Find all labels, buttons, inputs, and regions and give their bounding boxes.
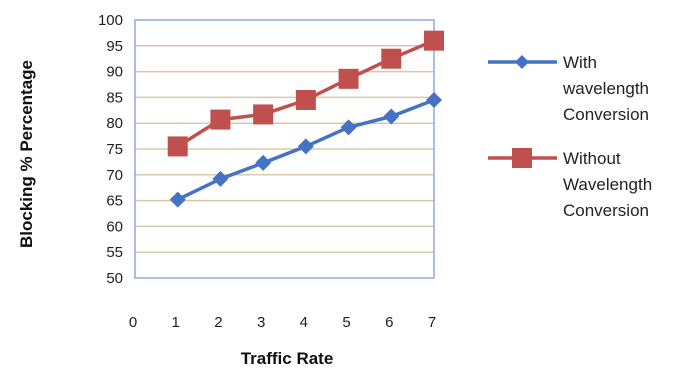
x-tick-label: 3 [257,314,265,331]
y-tick-label: 70 [106,167,123,184]
legend-marker [512,148,532,168]
y-tick-label: 65 [106,193,123,210]
data-point [295,89,316,110]
series-2 [167,30,444,157]
data-point [426,91,442,108]
x-tick-label: 4 [300,314,308,331]
y-tick-label: 90 [106,64,123,81]
y-tick-label: 80 [106,115,123,132]
legend-label: Conversion [563,201,649,220]
y-tick-label: 60 [106,218,123,235]
plot-area-border [134,19,435,279]
data-point [253,104,274,125]
legend-marker [515,55,529,69]
x-tick-label: 6 [385,314,393,331]
x-axis-title: Traffic Rate [241,349,334,368]
legend-label: Without [563,149,621,168]
legend-label: wavelength [562,79,649,98]
legend-label: Conversion [563,105,649,124]
data-point [381,48,402,69]
x-axis-tick-labels: 0 1 2 3 4 5 6 7 [129,314,436,331]
y-tick-label: 50 [106,270,123,287]
x-tick-label: 0 [129,314,137,331]
data-series [167,30,444,208]
legend-entry-1: With wavelength Conversion [488,53,649,124]
data-point [383,108,400,125]
y-axis-tick-labels: 50 55 60 65 70 75 80 85 90 95 100 [98,12,123,287]
y-tick-label: 75 [106,141,123,158]
x-tick-label: 2 [214,314,222,331]
y-axis-title: Blocking % Percentage [17,60,36,248]
data-point [167,136,188,157]
legend-label: With [563,53,597,72]
data-point [212,170,229,187]
data-point [338,68,359,89]
x-tick-label: 5 [342,314,350,331]
data-point [297,138,314,155]
data-point [169,191,186,208]
data-point [210,109,231,130]
legend-entry-2: Without Wavelength Conversion [488,148,652,220]
x-tick-label: 7 [428,314,436,331]
x-tick-label: 1 [172,314,180,331]
data-point [424,30,444,51]
legend-label: Wavelength [563,175,652,194]
y-tick-label: 55 [106,244,123,261]
data-point [340,119,357,136]
legend: With wavelength Conversion Without Wavelengt… [488,53,652,220]
series-1 [169,91,442,208]
y-tick-label: 85 [106,89,123,106]
y-tick-label: 95 [106,38,123,55]
data-point [255,154,272,171]
y-tick-label: 100 [98,12,123,29]
